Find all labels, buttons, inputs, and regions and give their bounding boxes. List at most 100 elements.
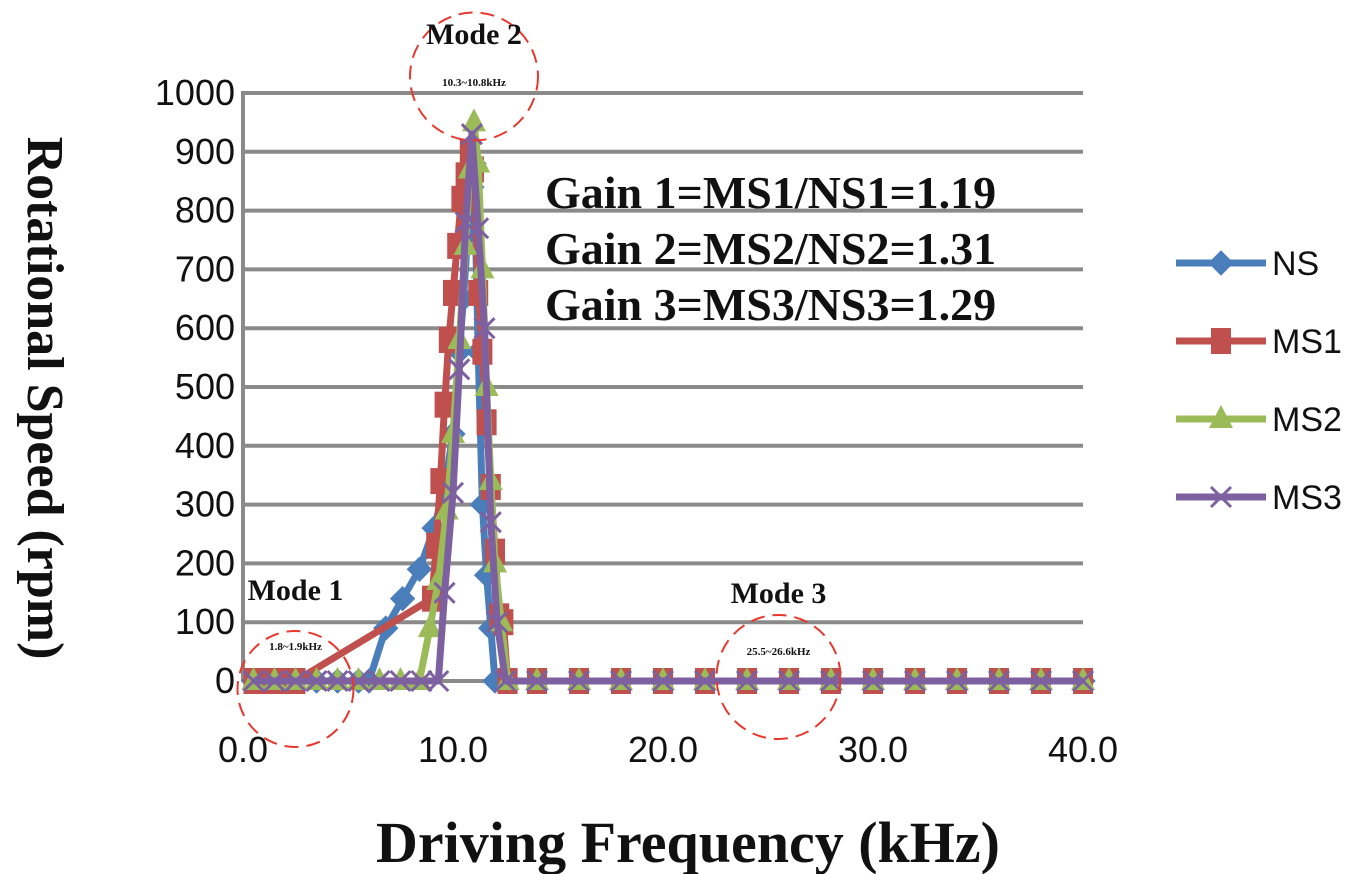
data-point-ms3 (903, 669, 927, 693)
mode-label-1: Mode 1 (248, 574, 344, 607)
x-marker-stroke (945, 669, 969, 693)
data-point-ms3 (242, 669, 265, 693)
data-point-ms3 (305, 669, 328, 693)
data-point-ms3 (777, 669, 801, 693)
data-point-ns (389, 585, 416, 612)
data-point-ms3 (987, 669, 1011, 693)
series-line-ms3 (253, 130, 1083, 685)
data-point-ms3 (284, 669, 307, 693)
x-marker-stroke (427, 669, 450, 693)
x-marker-stroke (368, 669, 391, 693)
y-tick-label: 500 (175, 366, 235, 407)
data-point-ms3 (479, 511, 502, 534)
data-point-ms3 (609, 669, 633, 693)
x-marker-stroke (410, 669, 433, 693)
data-point-ms3 (735, 669, 759, 693)
legend-label-ns: NS (1272, 245, 1319, 283)
x-tick-label: 30.0 (838, 729, 908, 770)
x-tick-label: 40.0 (1048, 729, 1118, 770)
data-point-ms3 (1071, 669, 1095, 693)
gain-annotation-1: Gain 1=MS1/NS1=1.19 (545, 167, 996, 218)
legend-marker-ms3 (1209, 485, 1233, 509)
data-point-ms1 (434, 391, 455, 418)
x-marker-stroke (486, 611, 509, 634)
y-tick-label: 300 (175, 484, 235, 525)
x-marker-stroke (460, 123, 483, 146)
y-tick-label: 1000 (155, 72, 235, 113)
y-tick-label: 900 (175, 131, 235, 172)
series-ms3 (242, 123, 1095, 693)
data-point-ms3 (525, 669, 549, 693)
x-marker-stroke (987, 669, 1011, 693)
x-marker-stroke (326, 669, 349, 693)
x-marker-stroke (389, 669, 412, 693)
legend-item-ms1: MS1 (1176, 323, 1342, 361)
data-point-ms3 (819, 669, 843, 693)
data-point-ms3 (945, 669, 969, 693)
x-tick-label: 0.0 (218, 729, 268, 770)
mode-circle-3 (715, 614, 842, 740)
x-tick-label: 20.0 (628, 729, 698, 770)
y-tick-label: 400 (175, 425, 235, 466)
mode-range-label-2: 10.3~10.8kHz (442, 77, 506, 89)
x-marker-stroke (861, 669, 885, 693)
mode-range-label-3: 25.5~26.6kHz (747, 646, 811, 658)
legend-label-ms2: MS2 (1272, 401, 1342, 439)
x-marker-stroke (433, 581, 456, 604)
x-marker-stroke (609, 669, 633, 693)
x-marker-stroke (567, 669, 591, 693)
y-axis-title: Rotational Speed (rpm) (16, 137, 73, 660)
legend-marker-ms1 (1211, 328, 1231, 354)
mode-circle-1 (236, 630, 355, 748)
x-marker-stroke (651, 669, 675, 693)
data-point-ms3 (693, 669, 717, 693)
x-marker-stroke (305, 669, 328, 693)
x-marker-stroke (473, 317, 496, 340)
data-point-ns (406, 556, 433, 582)
x-marker-stroke (441, 481, 465, 504)
x-marker-stroke (467, 217, 490, 240)
legend-label-ms1: MS1 (1272, 323, 1342, 361)
legend-item-ms3: MS3 (1176, 479, 1342, 517)
axes: 0 100 200 300 400 500 600 700 800 900 1000 0.0 10.0 2… (155, 72, 1118, 770)
data-point-ms3 (448, 358, 471, 381)
data-point-ms3 (433, 581, 456, 604)
y-tick-label: 0 (215, 660, 235, 701)
x-marker-stroke (777, 669, 801, 693)
x-marker-stroke (284, 669, 307, 693)
data-point-ms3 (441, 481, 465, 504)
data-point-ms2 (417, 614, 442, 638)
x-axis-title: Driving Frequency (kHz) (376, 810, 1000, 874)
x-marker-stroke (479, 511, 502, 534)
x-tick-label: 10.0 (418, 729, 488, 770)
x-marker-stroke (1029, 669, 1053, 693)
annotations: Mode 1 1.8~1.9kHz Mode 2 10.3~10.8kHz Mode 3… (236, 11, 842, 748)
x-marker-stroke (263, 669, 286, 693)
x-marker-stroke (454, 211, 477, 234)
x-marker-stroke (735, 669, 759, 693)
data-point-ms3 (347, 669, 370, 693)
mode-range-label-1: 1.8~1.9kHz (269, 641, 322, 653)
x-marker-stroke (448, 358, 471, 381)
y-tick-label: 600 (175, 307, 235, 348)
data-point-ms3 (326, 669, 349, 693)
y-tick-label: 100 (175, 601, 235, 642)
x-marker-stroke (693, 669, 717, 693)
x-marker-stroke (1209, 485, 1233, 509)
series-group (240, 108, 1096, 694)
data-point-ms3 (567, 669, 591, 693)
y-tick-label: 800 (175, 190, 235, 231)
data-point-ms3 (454, 211, 477, 234)
x-marker-stroke (494, 669, 517, 693)
gain-annotation-3: Gain 3=MS3/NS3=1.29 (545, 279, 996, 330)
data-point-ms3 (410, 669, 433, 693)
x-marker-stroke (347, 669, 370, 693)
legend-item-ms2: MS2 (1176, 401, 1342, 439)
data-point-ms3 (263, 669, 286, 693)
legend-item-ns: NS (1176, 245, 1319, 283)
y-tick-label: 200 (175, 542, 235, 583)
y-tick-label: 700 (175, 248, 235, 289)
mode-label-3: Mode 3 (731, 577, 827, 610)
gain-annotation-2: Gain 2=MS2/NS2=1.31 (545, 223, 996, 274)
